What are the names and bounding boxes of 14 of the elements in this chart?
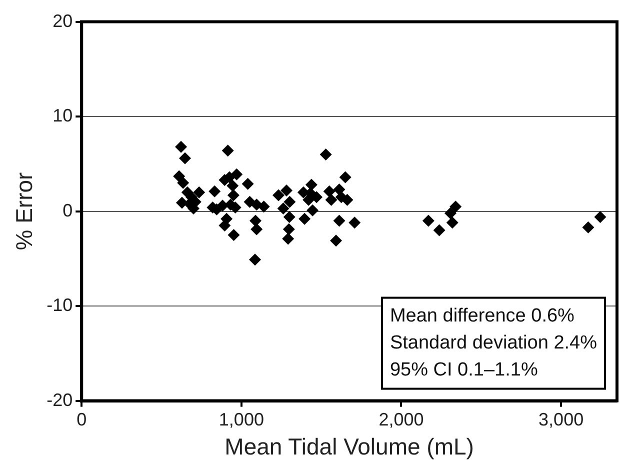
x-axis-title: Mean Tidal Volume (mL) — [224, 434, 474, 460]
y-tick-label: 0 — [62, 200, 73, 220]
annotation: Standard deviation 2.4% — [390, 332, 598, 354]
x-tick-label: 3,000 — [538, 410, 584, 430]
y-tick-label: 10 — [52, 106, 73, 126]
x-tick-label: 1,000 — [218, 410, 264, 430]
y-axis-title: % Error — [11, 172, 38, 250]
annotation: 95% CI 0.1–1.1% — [390, 360, 538, 381]
x-tick-label: 0 — [76, 410, 87, 430]
y-tick-label: -10 — [46, 295, 73, 316]
y-tick-label: 20 — [52, 10, 73, 31]
x-tick-label: 2,000 — [378, 410, 424, 430]
annotation: Mean difference 0.6% — [390, 306, 575, 327]
y-tick-label: -20 — [46, 390, 73, 410]
